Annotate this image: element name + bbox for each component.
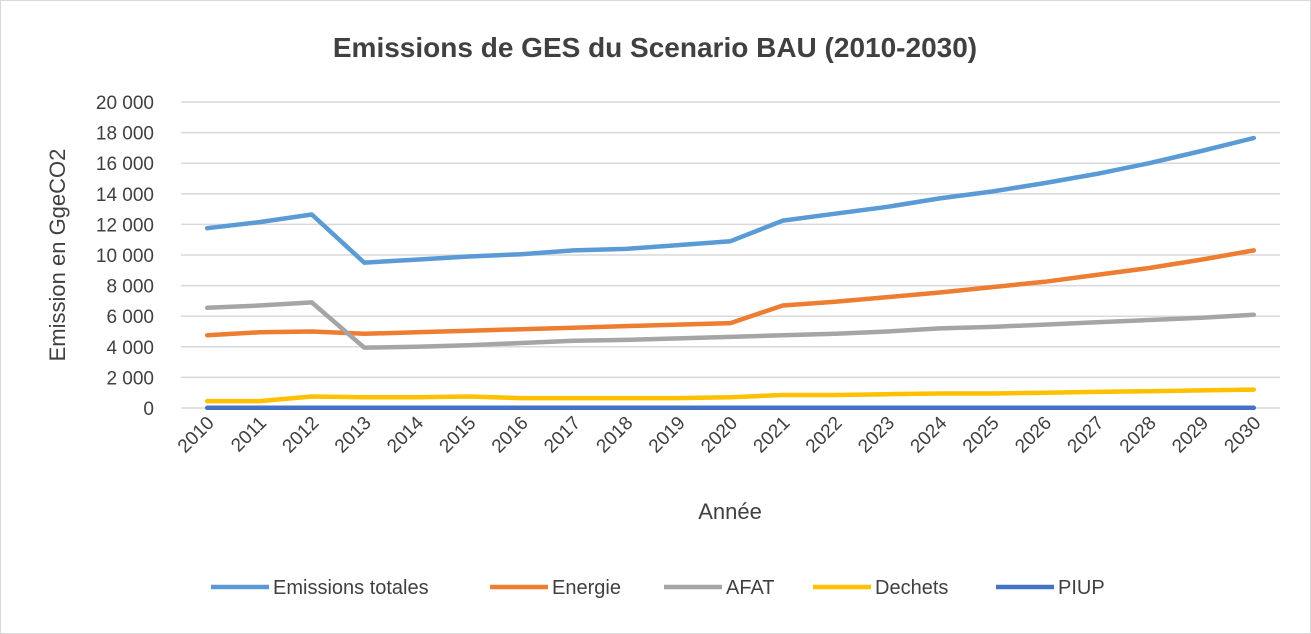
x-tick-label: 2012 [279, 413, 324, 458]
x-tick-label: 2010 [174, 413, 219, 458]
x-axis-label: Année [698, 499, 762, 524]
x-tick-label: 2022 [802, 413, 847, 458]
y-tick-label: 20 000 [96, 93, 154, 114]
series-line-1 [204, 248, 1257, 338]
legend: Emissions totales Energie AFAT Dechets PIUP [211, 577, 1105, 599]
y-tick-label: 12 000 [96, 215, 154, 236]
x-tick-label: 2024 [907, 412, 952, 457]
x-tick-label: 2013 [331, 413, 376, 458]
y-tick-label: 10 000 [96, 246, 154, 267]
y-axis-label: Emission en GgeCO2 [45, 149, 70, 362]
x-tick-label: 2014 [383, 412, 428, 457]
series-lines [204, 135, 1257, 411]
x-tick-label: 2029 [1168, 413, 1213, 458]
x-tick-label: 2025 [959, 413, 1004, 458]
x-tick-label: 2018 [593, 413, 638, 458]
chart-title: Emissions de GES du Scenario BAU (2010-2… [333, 32, 977, 63]
series-line-0 [204, 135, 1257, 265]
legend-label: AFAT [726, 577, 775, 599]
x-tick-label: 2023 [854, 413, 899, 458]
y-tick-label: 2 000 [106, 368, 154, 389]
x-axis-ticks: 2010 2011 2012 2013 2014 2015 2016 2017 2018 2019… [174, 412, 1265, 457]
x-tick-label: 2030 [1221, 413, 1266, 458]
y-tick-label: 0 [143, 399, 154, 420]
y-tick-label: 8 000 [106, 277, 154, 298]
x-tick-label: 2020 [697, 413, 742, 458]
y-axis-ticks: 0 2 000 4 000 6 000 8 000 10 000 12 000 14 000 1… [96, 93, 154, 420]
legend-label: Dechets [875, 577, 948, 599]
x-tick-label: 2021 [750, 413, 795, 458]
legend-label: PIUP [1058, 577, 1105, 599]
legend-label: Energie [552, 577, 621, 599]
x-tick-label: 2016 [488, 413, 533, 458]
y-tick-label: 18 000 [96, 124, 154, 145]
y-tick-label: 6 000 [106, 307, 154, 328]
y-tick-label: 4 000 [106, 338, 154, 359]
series-line-2 [204, 300, 1257, 350]
legend-label: Emissions totales [273, 577, 429, 599]
y-tick-label: 14 000 [96, 185, 154, 206]
x-tick-label: 2017 [540, 413, 585, 458]
x-tick-label: 2026 [1011, 413, 1056, 458]
gridlines [181, 101, 1280, 409]
series-line-3 [204, 387, 1257, 404]
x-tick-label: 2015 [436, 413, 481, 458]
x-tick-label: 2027 [1064, 413, 1109, 458]
x-tick-label: 2028 [1116, 413, 1161, 458]
y-tick-label: 16 000 [96, 154, 154, 175]
x-tick-label: 2019 [645, 413, 690, 458]
x-tick-label: 2011 [227, 413, 271, 457]
